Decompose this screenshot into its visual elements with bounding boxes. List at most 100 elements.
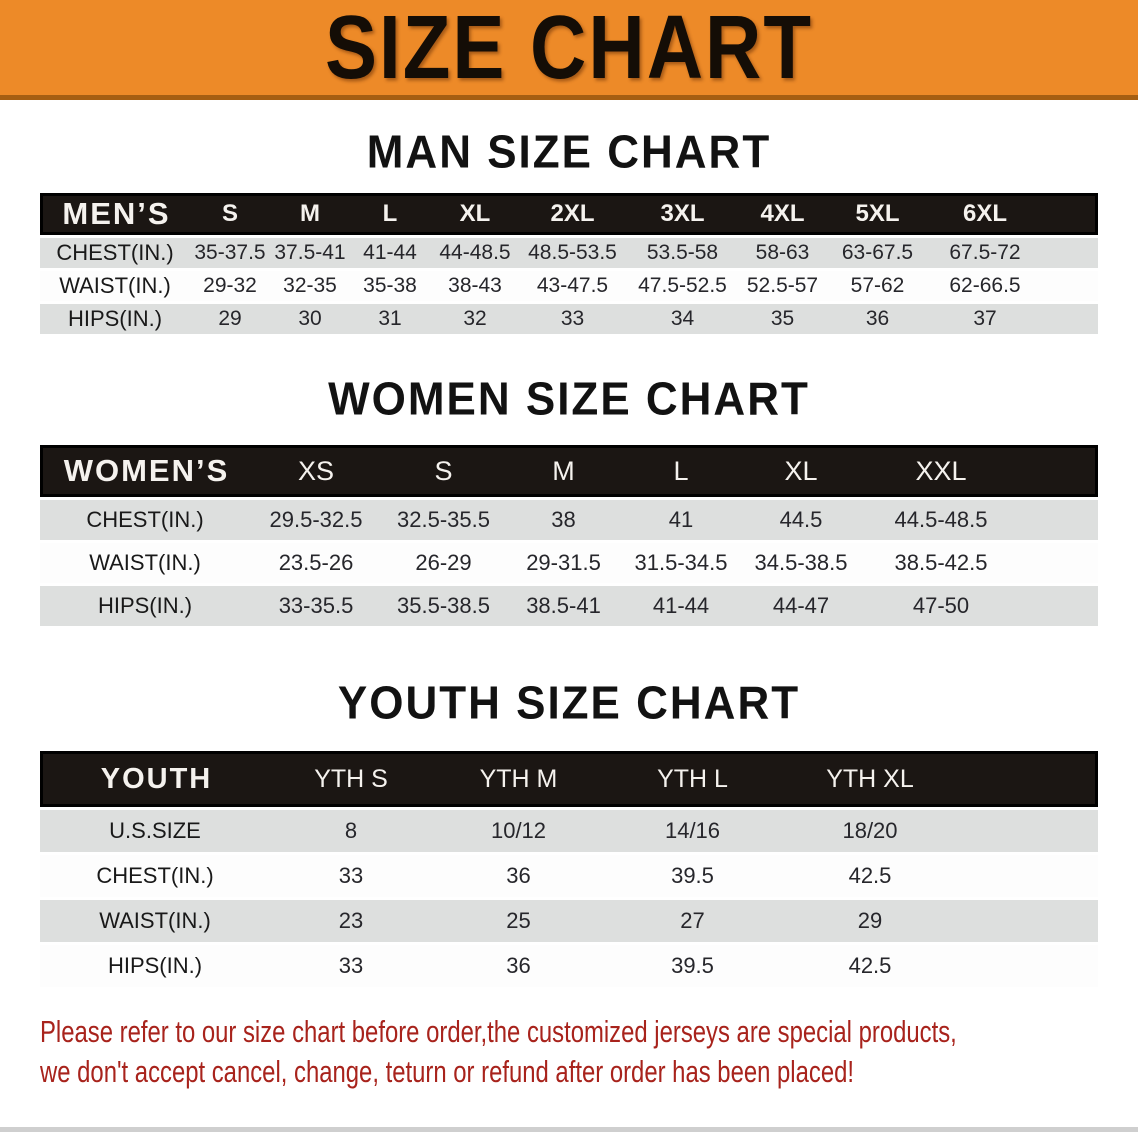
table-row: HIPS(IN.) 33 36 39.5 42.5 xyxy=(40,945,1098,987)
table-row: CHEST(IN.) 29.5-32.5 32.5-35.5 38 41 44.… xyxy=(40,500,1098,540)
size-column-header: XL xyxy=(430,193,520,235)
size-value-cell: 25 xyxy=(432,900,605,942)
row-label: CHEST(IN.) xyxy=(40,238,190,268)
filler-cell xyxy=(1040,193,1098,235)
size-value-cell: 44.5-48.5 xyxy=(862,500,1020,540)
size-value-cell: 8 xyxy=(270,810,432,852)
row-label: HIPS(IN.) xyxy=(40,586,250,626)
man-size-chart-heading: MAN SIZE CHART xyxy=(366,126,772,179)
size-value-cell: 48.5-53.5 xyxy=(520,238,625,268)
size-value-cell: 42.5 xyxy=(780,855,960,897)
size-value-cell: 35 xyxy=(740,304,825,334)
womens-group-label: WOMEN’S xyxy=(40,445,250,497)
mens-size-table: MEN’S S M L XL 2XL 3XL 4XL 5XL 6XL CHEST… xyxy=(40,190,1098,337)
row-label: WAIST(IN.) xyxy=(40,900,270,942)
youth-header-row: YOUTH YTH S YTH M YTH L YTH XL xyxy=(40,751,1098,807)
size-column-header: L xyxy=(350,193,430,235)
youth-size-chart-heading: YOUTH SIZE CHART xyxy=(337,677,801,730)
filler-cell xyxy=(1020,445,1098,497)
size-chart-banner: SIZE CHART xyxy=(0,0,1138,100)
size-column-header: S xyxy=(190,193,270,235)
table-row: U.S.SIZE 8 10/12 14/16 18/20 xyxy=(40,810,1098,852)
size-value-cell: 34 xyxy=(625,304,740,334)
size-value-cell: 35-37.5 xyxy=(190,238,270,268)
size-value-cell: 58-63 xyxy=(740,238,825,268)
size-value-cell: 29.5-32.5 xyxy=(250,500,382,540)
size-value-cell: 47.5-52.5 xyxy=(625,271,740,301)
size-value-cell: 34.5-38.5 xyxy=(740,543,862,583)
size-value-cell: 29-31.5 xyxy=(505,543,622,583)
size-value-cell: 41-44 xyxy=(350,238,430,268)
size-column-header: 5XL xyxy=(825,193,930,235)
size-value-cell: 41 xyxy=(622,500,740,540)
size-value-cell: 31.5-34.5 xyxy=(622,543,740,583)
size-value-cell: 57-62 xyxy=(825,271,930,301)
size-value-cell: 37 xyxy=(930,304,1040,334)
size-value-cell: 23.5-26 xyxy=(250,543,382,583)
filler-cell xyxy=(1040,271,1098,301)
womens-header-row: WOMEN’S XS S M L XL XXL xyxy=(40,445,1098,497)
size-value-cell: 44-47 xyxy=(740,586,862,626)
size-column-header: L xyxy=(622,445,740,497)
size-value-cell: 39.5 xyxy=(605,855,780,897)
size-column-header: YTH L xyxy=(605,751,780,807)
filler-cell xyxy=(1040,304,1098,334)
size-value-cell: 43-47.5 xyxy=(520,271,625,301)
size-value-cell: 35-38 xyxy=(350,271,430,301)
size-value-cell: 53.5-58 xyxy=(625,238,740,268)
row-label: WAIST(IN.) xyxy=(40,543,250,583)
size-value-cell: 32-35 xyxy=(270,271,350,301)
size-value-cell: 35.5-38.5 xyxy=(382,586,505,626)
disclaimer-line-1: Please refer to our size chart before or… xyxy=(40,1014,957,1049)
size-value-cell: 42.5 xyxy=(780,945,960,987)
size-value-cell: 44-48.5 xyxy=(430,238,520,268)
size-value-cell: 29 xyxy=(190,304,270,334)
size-value-cell: 10/12 xyxy=(432,810,605,852)
size-column-header: M xyxy=(505,445,622,497)
row-label: WAIST(IN.) xyxy=(40,271,190,301)
filler-cell xyxy=(960,945,1098,987)
womens-size-table: WOMEN’S XS S M L XL XXL CHEST(IN.) 29.5-… xyxy=(40,442,1098,629)
size-column-header: 2XL xyxy=(520,193,625,235)
size-value-cell: 36 xyxy=(825,304,930,334)
size-value-cell: 33 xyxy=(270,855,432,897)
size-value-cell: 38.5-42.5 xyxy=(862,543,1020,583)
size-value-cell: 31 xyxy=(350,304,430,334)
filler-cell xyxy=(1040,238,1098,268)
filler-cell xyxy=(1020,500,1098,540)
size-value-cell: 36 xyxy=(432,945,605,987)
filler-cell xyxy=(1020,586,1098,626)
size-column-header: 3XL xyxy=(625,193,740,235)
size-value-cell: 38.5-41 xyxy=(505,586,622,626)
size-value-cell: 63-67.5 xyxy=(825,238,930,268)
size-column-header: XS xyxy=(250,445,382,497)
filler-cell xyxy=(960,751,1098,807)
row-label: CHEST(IN.) xyxy=(40,500,250,540)
size-value-cell: 41-44 xyxy=(622,586,740,626)
filler-cell xyxy=(960,855,1098,897)
size-column-header: M xyxy=(270,193,350,235)
size-value-cell: 38 xyxy=(505,500,622,540)
women-size-chart-heading: WOMEN SIZE CHART xyxy=(328,373,810,426)
size-value-cell: 37.5-41 xyxy=(270,238,350,268)
disclaimer-line-2: we don't accept cancel, change, teturn o… xyxy=(40,1054,855,1089)
row-label: HIPS(IN.) xyxy=(40,945,270,987)
table-row: CHEST(IN.) 33 36 39.5 42.5 xyxy=(40,855,1098,897)
table-row: WAIST(IN.) 29-32 32-35 35-38 38-43 43-47… xyxy=(40,271,1098,301)
size-value-cell: 33-35.5 xyxy=(250,586,382,626)
size-value-cell: 29 xyxy=(780,900,960,942)
table-row: HIPS(IN.) 29 30 31 32 33 34 35 36 37 xyxy=(40,304,1098,334)
size-column-header: XXL xyxy=(862,445,1020,497)
size-value-cell: 33 xyxy=(520,304,625,334)
size-column-header: YTH S xyxy=(270,751,432,807)
size-column-header: S xyxy=(382,445,505,497)
size-value-cell: 38-43 xyxy=(430,271,520,301)
table-row: HIPS(IN.) 33-35.5 35.5-38.5 38.5-41 41-4… xyxy=(40,586,1098,626)
size-column-header: 6XL xyxy=(930,193,1040,235)
size-value-cell: 33 xyxy=(270,945,432,987)
size-value-cell: 14/16 xyxy=(605,810,780,852)
size-column-header: XL xyxy=(740,445,862,497)
filler-cell xyxy=(960,900,1098,942)
size-value-cell: 30 xyxy=(270,304,350,334)
filler-cell xyxy=(960,810,1098,852)
